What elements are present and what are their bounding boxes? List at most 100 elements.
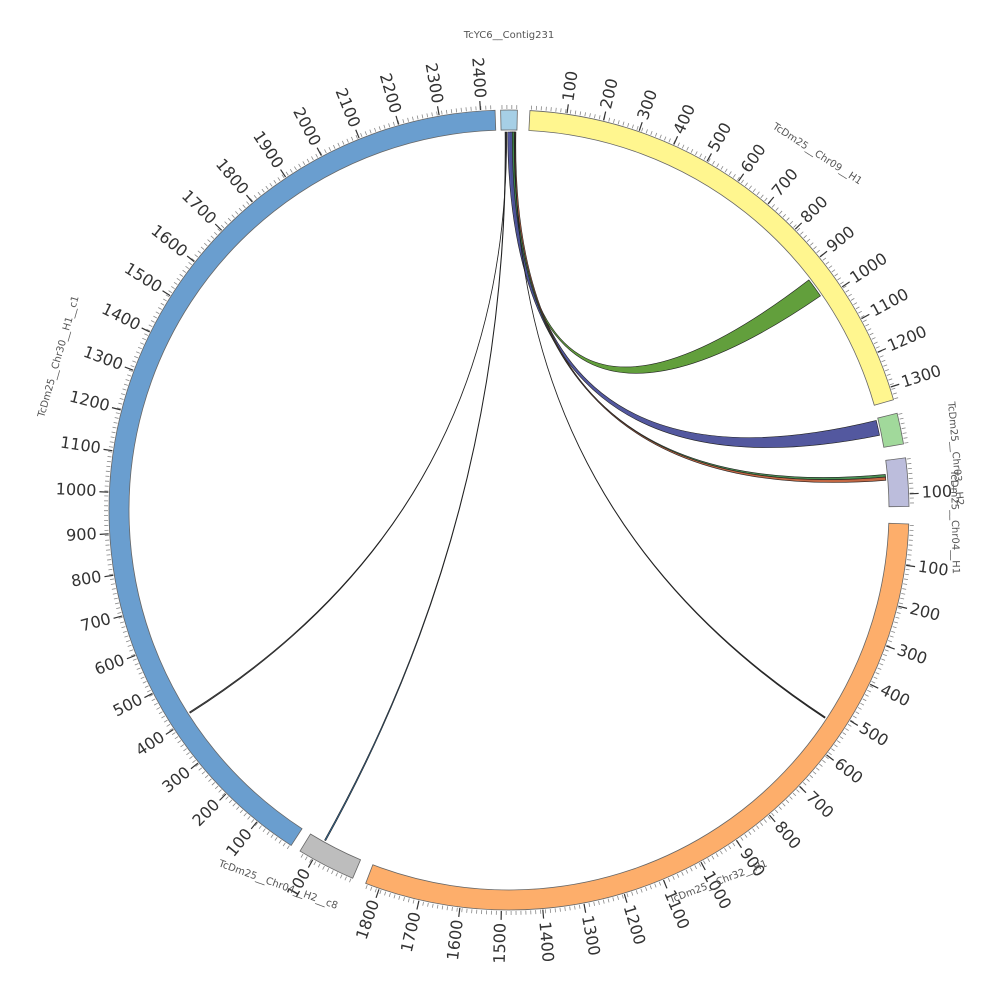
tick-label: 2300	[422, 61, 448, 104]
minor-tick	[441, 110, 443, 115]
minor-tick	[891, 387, 896, 390]
tick-label: 100	[222, 825, 256, 861]
minor-tick	[736, 176, 740, 181]
minor-tick	[117, 612, 122, 614]
minor-tick	[732, 174, 736, 178]
minor-tick	[177, 740, 182, 744]
minor-tick	[171, 732, 176, 736]
minor-tick	[214, 785, 219, 790]
minor-tick	[752, 828, 756, 832]
minor-tick	[194, 254, 199, 258]
tick-label: 2400	[468, 57, 490, 99]
minor-tick	[136, 667, 141, 670]
tick-label: 500	[704, 119, 736, 155]
minor-tick	[842, 732, 847, 736]
tick-label: 2100	[332, 85, 365, 130]
minor-tick	[140, 676, 145, 679]
segment-label-chr04h1: TcDm25__Chr04__H1	[948, 469, 961, 574]
minor-tick	[149, 694, 154, 697]
minor-tick	[238, 207, 243, 212]
minor-tick	[569, 906, 571, 911]
minor-tick	[369, 129, 372, 134]
minor-tick	[574, 110, 577, 115]
minor-tick	[455, 108, 458, 113]
minor-tick	[337, 142, 340, 147]
minor-tick	[186, 752, 190, 756]
major-tick	[214, 223, 223, 231]
minor-tick	[349, 878, 352, 883]
minor-tick	[322, 865, 325, 870]
tick-label: 300	[895, 640, 930, 668]
minor-tick	[836, 740, 841, 744]
minor-tick	[123, 383, 128, 386]
minor-tick	[225, 796, 229, 800]
minor-tick	[201, 771, 206, 775]
minor-tick	[407, 898, 410, 903]
minor-tick	[324, 149, 327, 154]
minor-tick	[236, 806, 240, 810]
minor-tick	[112, 592, 117, 595]
minor-tick	[265, 185, 269, 190]
minor-tick	[224, 221, 228, 225]
minor-tick	[593, 901, 595, 906]
minor-tick	[906, 564, 911, 566]
minor-tick	[183, 748, 187, 752]
minor-tick	[813, 246, 817, 250]
minor-tick	[242, 204, 246, 209]
minor-tick	[146, 328, 151, 332]
tick-label: 700	[768, 165, 802, 201]
tick-label: 100	[917, 557, 950, 580]
minor-tick	[869, 332, 874, 336]
minor-tick	[764, 197, 768, 202]
minor-tick	[690, 867, 693, 872]
major-tick	[886, 645, 895, 650]
minor-tick	[278, 839, 282, 844]
minor-tick	[806, 778, 810, 782]
minor-tick	[298, 163, 302, 168]
minor-tick	[875, 672, 880, 675]
major-tick	[458, 907, 461, 917]
minor-tick	[848, 293, 852, 297]
minor-tick	[839, 736, 844, 740]
minor-tick	[200, 246, 205, 250]
major-tick	[186, 255, 195, 263]
tick-label: 900	[823, 222, 859, 256]
minor-tick	[317, 863, 321, 868]
minor-tick	[802, 782, 807, 786]
tick-label: 1500	[121, 259, 166, 297]
minor-tick	[681, 871, 684, 876]
minor-tick	[388, 123, 391, 128]
minor-tick	[161, 715, 166, 719]
minor-tick	[111, 588, 116, 590]
minor-tick	[668, 138, 671, 143]
major-tick	[99, 533, 109, 535]
minor-tick	[221, 792, 226, 797]
minor-tick	[858, 310, 863, 314]
minor-tick	[269, 182, 273, 187]
minor-tick	[131, 653, 136, 657]
minor-tick	[828, 265, 833, 269]
minor-tick	[113, 597, 118, 600]
tick-label: 500	[110, 690, 146, 721]
minor-tick	[110, 583, 115, 585]
minor-tick	[793, 224, 797, 228]
minor-tick	[850, 298, 855, 301]
minor-tick	[864, 694, 869, 697]
minor-tick	[231, 214, 235, 218]
minor-tick	[786, 217, 790, 221]
major-tick	[113, 615, 123, 619]
major-tick	[566, 104, 569, 114]
tick-label: 600	[737, 140, 770, 176]
tick-label: 1900	[249, 127, 287, 171]
link-chr04h2	[324, 131, 507, 842]
segment-chr04h2	[299, 833, 362, 879]
minor-tick	[210, 235, 215, 239]
minor-tick	[617, 120, 620, 125]
minor-tick	[211, 782, 216, 786]
segment-contig231	[500, 109, 518, 131]
minor-tick	[136, 351, 141, 354]
minor-tick	[346, 138, 349, 143]
segment-label-chr04h2: TcDm25__Chr04__H2__c8	[216, 858, 339, 912]
minor-tick	[627, 122, 630, 128]
